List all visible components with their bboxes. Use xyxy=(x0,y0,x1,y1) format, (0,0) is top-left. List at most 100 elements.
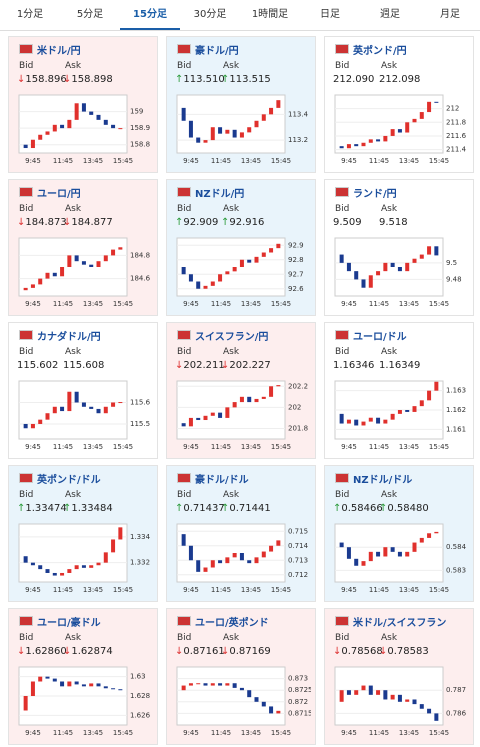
ask-value: 115.608 xyxy=(63,360,104,371)
y-tick-label: 1.163 xyxy=(446,387,466,395)
y-tick-label: 1.334 xyxy=(130,533,151,541)
candle xyxy=(239,396,244,403)
candle xyxy=(419,537,424,543)
candle xyxy=(218,683,223,686)
arrow-icon: ↑ xyxy=(221,503,230,514)
rate-tile[interactable]: カナダドル/円 Bid Ask 115.602 115.608 115.5 115.6 9:4… xyxy=(8,322,158,459)
rate-tile[interactable]: ユーロ/円 Bid Ask ↓184.873 ↓184.877 184.6 184.8 9:4… xyxy=(8,179,158,316)
rate-tile[interactable]: NZドル/円 Bid Ask ↑92.909 ↑92.916 92.6 92.7 92.8 92… xyxy=(166,179,316,316)
rate-tile[interactable]: ユーロ/ドル Bid Ask 1.16346 1.16349 1.161 1.162 1.16… xyxy=(324,322,474,459)
rate-tile[interactable]: ユーロ/豪ドル Bid Ask ↓1.62860 ↓1.62874 1.626 1.628 1… xyxy=(8,608,158,745)
arrow-icon: ↓ xyxy=(63,217,72,228)
bid-price: 158.896 xyxy=(25,74,67,85)
x-tick-label: 15:45 xyxy=(113,300,133,308)
candle xyxy=(361,279,366,288)
candle xyxy=(376,271,381,276)
candle xyxy=(96,261,101,267)
rate-tile[interactable]: 米ドル/円 Bid Ask ↓158.896 ↓158.898 158.8 158.9 159… xyxy=(8,36,158,173)
arrow-icon: ↑ xyxy=(63,503,72,514)
candle xyxy=(419,112,424,119)
candle xyxy=(354,419,359,426)
candle xyxy=(81,565,86,568)
rate-tile[interactable]: 豪ドル/ドル Bid Ask ↑0.71437 ↑0.71441 0.712 0.713 0.… xyxy=(166,465,316,602)
candle xyxy=(427,246,432,255)
flag xyxy=(335,473,349,483)
candle xyxy=(38,676,43,682)
rate-tile[interactable]: スイスフラン/円 Bid Ask ↓202.211 ↓202.227 201.8 202 20… xyxy=(166,322,316,459)
rate-tile[interactable]: 英ポンド/ドル Bid Ask ↑1.33474 ↑1.33484 1.332 1.334 9… xyxy=(8,465,158,602)
tab[interactable]: 日足 xyxy=(320,9,340,20)
y-tick-label: 184.6 xyxy=(130,275,151,283)
bid-price: 184.873 xyxy=(25,217,67,228)
x-tick-label: 11:45 xyxy=(211,729,231,737)
candle xyxy=(38,278,43,285)
candle xyxy=(89,264,94,267)
candle xyxy=(412,542,417,552)
ask-price: 0.58480 xyxy=(387,503,429,514)
candle xyxy=(254,697,259,702)
candle xyxy=(397,694,402,702)
bid-label: Bid xyxy=(335,204,350,214)
tab[interactable]: 5分足 xyxy=(76,9,104,20)
chart-bg xyxy=(176,94,286,154)
arrow-icon: ↓ xyxy=(63,74,72,85)
x-tick-label: 15:45 xyxy=(429,443,449,451)
bid-value: 212.090 xyxy=(333,74,374,85)
tab[interactable]: 30分足 xyxy=(193,9,227,20)
bid-value: ↑113.510 xyxy=(175,74,225,85)
chart-bg xyxy=(176,237,286,297)
flag xyxy=(177,44,191,54)
candle xyxy=(23,696,28,711)
bid-value: ↓184.873 xyxy=(17,217,67,228)
candle xyxy=(60,124,65,129)
candle xyxy=(405,122,410,133)
rate-tile[interactable]: ユーロ/英ポンド Bid Ask ↓0.87161 ↓0.87169 0.8715 0.87… xyxy=(166,608,316,745)
chart-bg xyxy=(334,237,444,297)
ask-value: ↑92.916 xyxy=(221,217,264,228)
arrow-icon: ↑ xyxy=(221,74,230,85)
tab[interactable]: 月足 xyxy=(440,9,460,20)
candle xyxy=(203,285,208,289)
rate-tile[interactable]: ランド/円 Bid Ask 9.509 9.518 9.48 9.5 9:45 11:45 13:… xyxy=(324,179,474,316)
bid-label: Bid xyxy=(177,490,192,500)
y-tick-label: 115.5 xyxy=(130,420,150,428)
candle xyxy=(276,385,281,387)
candle xyxy=(261,114,266,121)
candle xyxy=(188,274,193,282)
rate-tile[interactable]: NZドル/ドル Bid Ask ↑0.58466 ↑0.58480 0.583 0.584 9… xyxy=(324,465,474,602)
chart-bg xyxy=(334,94,444,154)
y-tick-label: 1.628 xyxy=(130,692,150,700)
candle xyxy=(419,400,424,407)
arrow-icon: ↓ xyxy=(221,360,230,371)
x-tick-label: 13:45 xyxy=(241,586,261,594)
pair-title: ユーロ/豪ドル xyxy=(37,618,101,629)
candle xyxy=(103,255,108,262)
x-tick-label: 9:45 xyxy=(25,443,41,451)
x-tick-label: 13:45 xyxy=(83,443,103,451)
x-tick-label: 11:45 xyxy=(211,443,231,451)
rate-tile[interactable]: 英ポンド/円 Bid Ask 212.090 212.098 211.4 211.6 211.… xyxy=(324,36,474,173)
rate-tile[interactable]: 豪ドル/円 Bid Ask ↑113.510 ↑113.515 113.2 113.4 9:4… xyxy=(166,36,316,173)
candle xyxy=(339,254,344,263)
tab[interactable]: 週足 xyxy=(380,9,400,20)
candle xyxy=(67,119,72,129)
bid-value: ↑0.58466 xyxy=(333,503,383,514)
mini-chart: 115.5 115.6 9:45 11:45 13:45 15:45 xyxy=(18,380,151,451)
x-tick-label: 11:45 xyxy=(53,300,73,308)
candle xyxy=(218,412,223,418)
tab[interactable]: 1時間足 xyxy=(251,9,289,20)
candle xyxy=(361,561,366,566)
chart-bg xyxy=(176,380,286,440)
rate-tile[interactable]: 米ドル/スイスフラン Bid Ask ↓0.78568 ↓0.78583 0.786 0.7… xyxy=(324,608,474,745)
tab[interactable]: 15分足 xyxy=(120,0,180,30)
y-tick-label: 9.5 xyxy=(446,259,457,267)
candle xyxy=(196,281,201,289)
mini-chart: 92.6 92.7 92.8 92.9 9:45 11:45 13:45 15:45 xyxy=(176,237,304,308)
x-tick-label: 15:45 xyxy=(271,443,291,451)
x-tick-label: 9:45 xyxy=(25,586,41,594)
tab[interactable]: 1分足 xyxy=(16,9,44,20)
ask-price: 0.87169 xyxy=(229,646,271,657)
x-tick-label: 13:45 xyxy=(399,586,419,594)
candle xyxy=(203,140,208,143)
